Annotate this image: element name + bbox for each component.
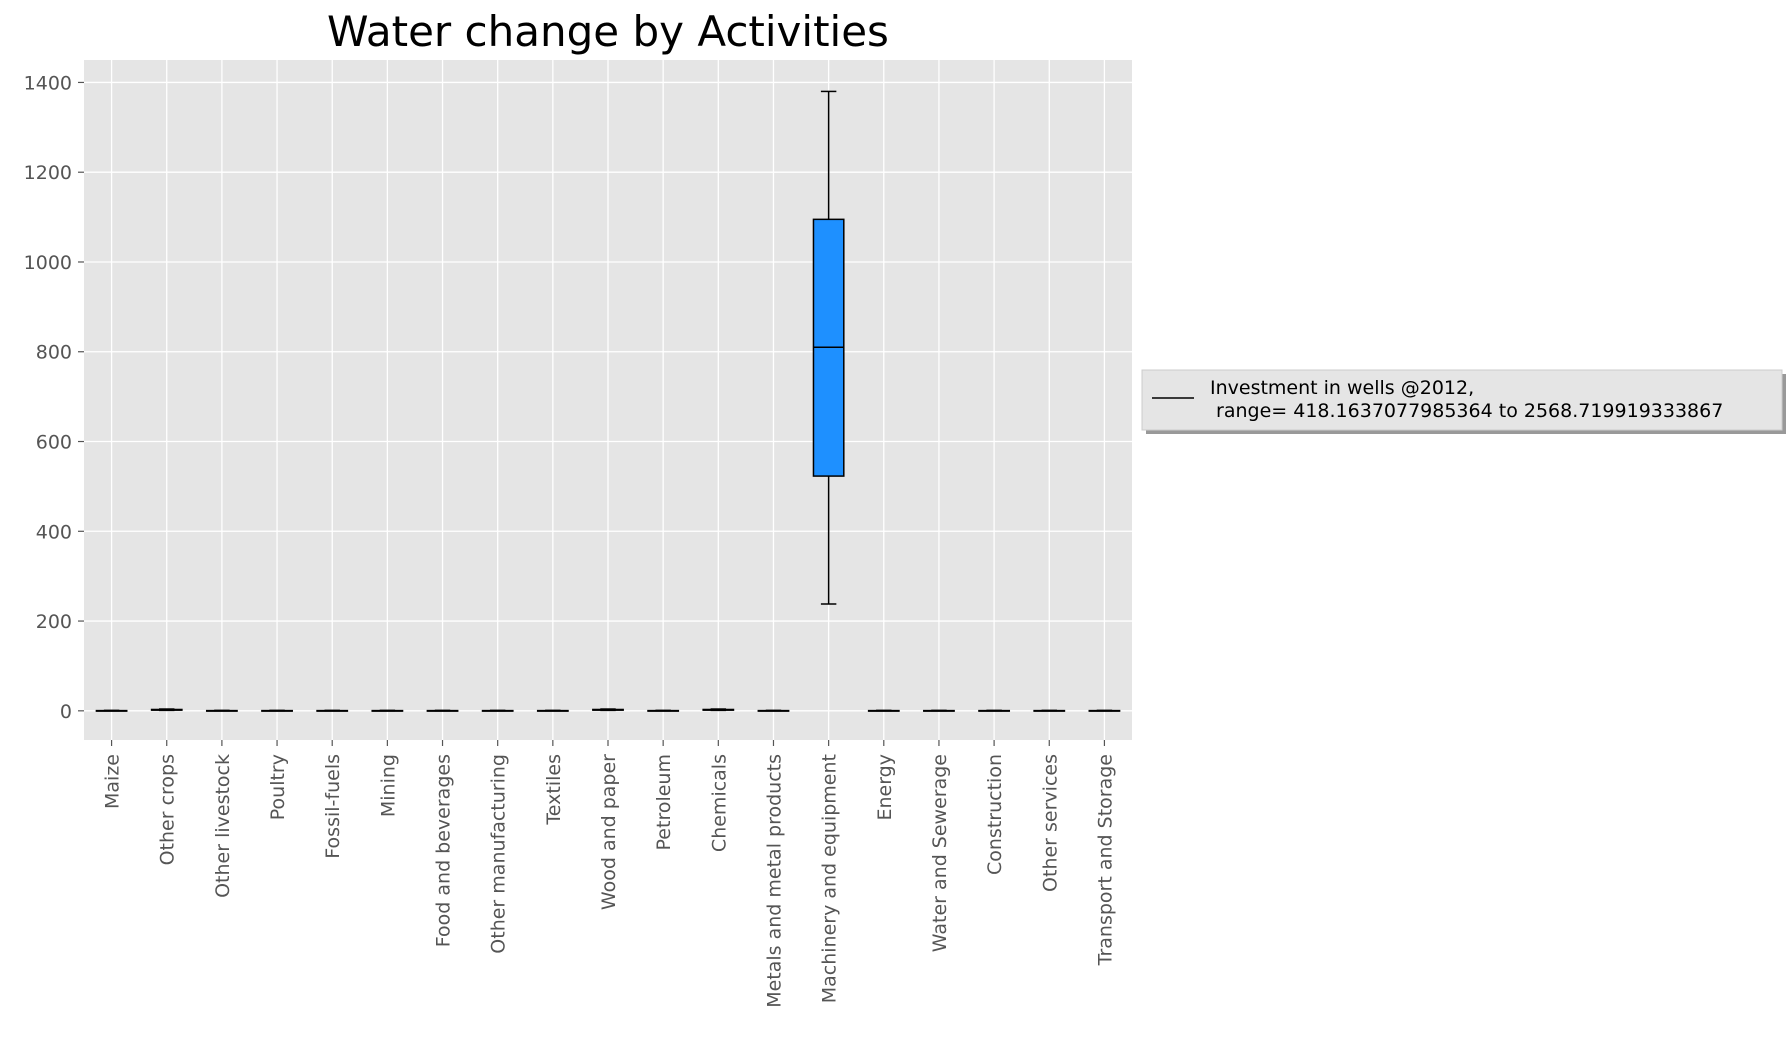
x-tick-label: Textiles bbox=[543, 754, 565, 826]
chart-title: Water change by Activities bbox=[327, 7, 889, 56]
x-tick-label: Poultry bbox=[267, 754, 289, 820]
box-3 bbox=[261, 709, 293, 712]
box-8 bbox=[536, 709, 569, 712]
x-tick-label: Chemicals bbox=[708, 754, 730, 852]
box-series bbox=[95, 90, 1121, 712]
y-tick-label: 400 bbox=[36, 521, 72, 543]
box-5 bbox=[371, 709, 404, 712]
x-tick-label: Other crops bbox=[157, 754, 179, 865]
x-tick-label: Metals and metal products bbox=[763, 754, 785, 1008]
box-17 bbox=[1033, 709, 1066, 712]
x-axis: Maize Other crops Other livestock Poultry Fo… bbox=[102, 740, 1116, 1008]
x-tick-label: Wood and paper bbox=[598, 754, 620, 910]
x-tick-label: Other manufacturing bbox=[488, 754, 510, 954]
box-10 bbox=[647, 709, 680, 712]
legend-box bbox=[1141, 369, 1783, 431]
box-6 bbox=[426, 709, 459, 712]
y-axis: 0 200 400 600 800 1000 1200 1400 bbox=[24, 72, 84, 723]
y-tick-label: 200 bbox=[36, 611, 72, 633]
x-tick-label: Other livestock bbox=[212, 754, 234, 898]
x-tick-label: Petroleum bbox=[653, 754, 675, 850]
box-2 bbox=[205, 709, 238, 712]
legend-label-line1: Investment in wells @2012, bbox=[1210, 377, 1474, 399]
y-tick-label: 1400 bbox=[24, 72, 72, 94]
x-tick-label: Food and beverages bbox=[433, 754, 455, 947]
box-16 bbox=[978, 709, 1011, 712]
y-tick-label: 600 bbox=[36, 432, 72, 454]
y-tick-label: 1000 bbox=[24, 252, 72, 274]
x-tick-label: Maize bbox=[102, 754, 124, 809]
box-9 bbox=[592, 708, 624, 712]
x-tick-label: Water and Sewerage bbox=[929, 754, 951, 952]
box-15 bbox=[923, 709, 955, 712]
box-14 bbox=[867, 709, 900, 712]
x-tick-label: Mining bbox=[377, 754, 399, 817]
x-tick-label: Energy bbox=[874, 754, 896, 821]
y-tick-label: 800 bbox=[36, 342, 72, 364]
x-tick-label: Construction bbox=[984, 754, 1006, 875]
box-12 bbox=[757, 709, 790, 712]
box-11 bbox=[702, 708, 735, 712]
box-4 bbox=[316, 709, 349, 712]
box-18 bbox=[1088, 709, 1121, 712]
box-13 bbox=[812, 90, 845, 605]
x-tick-label: Other services bbox=[1039, 754, 1061, 892]
x-tick-label: Transport and Storage bbox=[1094, 754, 1116, 966]
x-tick-label: Fossil-fuels bbox=[322, 754, 344, 859]
box-7 bbox=[481, 709, 514, 712]
x-tick-label: Machinery and equipment bbox=[819, 754, 841, 1003]
box-0 bbox=[95, 709, 128, 712]
legend-label-line2: range= 418.1637077985364 to 2568.7199193… bbox=[1210, 400, 1723, 422]
y-tick-label: 0 bbox=[60, 701, 72, 723]
legend: Investment in wells @2012, range= 418.16… bbox=[1141, 369, 1786, 434]
box-1 bbox=[150, 708, 183, 712]
y-tick-label: 1200 bbox=[24, 162, 72, 184]
